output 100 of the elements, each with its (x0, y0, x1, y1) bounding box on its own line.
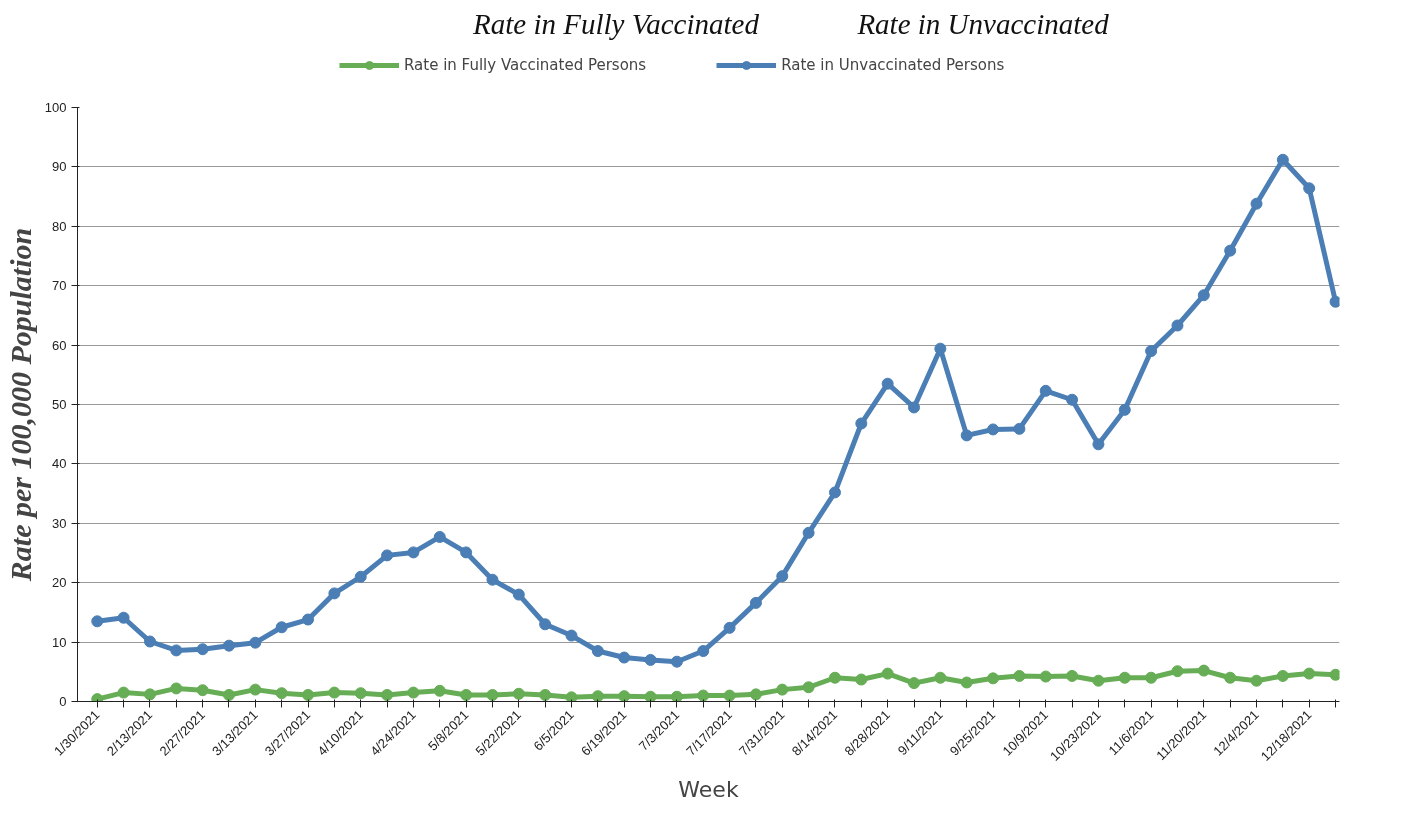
point (1224, 671, 1237, 684)
point (249, 636, 262, 649)
point (644, 653, 657, 666)
point (1197, 664, 1210, 677)
point (1013, 422, 1026, 435)
point (960, 676, 973, 689)
point (644, 690, 657, 702)
point (749, 596, 762, 609)
point (1171, 319, 1184, 332)
point (960, 429, 973, 442)
point (117, 686, 130, 699)
point (460, 688, 473, 701)
point (1276, 153, 1289, 166)
legend-label: Rate in Fully Vaccinated Persons (404, 56, 647, 74)
legend-label: Rate in Unvaccinated Persons (781, 56, 1005, 74)
point (749, 688, 762, 701)
point (881, 377, 894, 390)
point (987, 423, 1000, 436)
point (776, 570, 789, 583)
point (670, 690, 683, 702)
point (1303, 667, 1316, 680)
point (354, 570, 367, 583)
y-tick-label: 70 (52, 278, 67, 294)
point (908, 677, 920, 690)
point (486, 573, 499, 586)
point (802, 526, 815, 539)
point (460, 546, 473, 559)
y-tick-label: 50 (52, 397, 67, 412)
point (196, 643, 209, 656)
point (143, 688, 156, 701)
point (407, 546, 420, 559)
point (802, 681, 815, 694)
point (407, 686, 420, 699)
y-tick-label: 100 (44, 100, 67, 115)
point (697, 645, 710, 657)
point (1276, 669, 1289, 682)
point (1224, 244, 1237, 257)
point (565, 691, 578, 702)
point (117, 611, 130, 624)
point (1066, 393, 1079, 406)
point (1118, 403, 1131, 416)
point (565, 629, 578, 642)
point (1197, 289, 1210, 302)
point (855, 673, 868, 686)
y-tick-label: 40 (52, 456, 67, 472)
point (275, 687, 288, 700)
point (222, 688, 235, 701)
point (828, 671, 841, 684)
y-tick-label: 0 (59, 694, 67, 709)
point (539, 618, 552, 631)
point (275, 621, 288, 634)
point (1250, 674, 1263, 687)
point (433, 530, 446, 543)
point (618, 651, 631, 664)
y-tick-label: 90 (52, 159, 67, 175)
point (1171, 665, 1184, 678)
x-axis-title: Week (678, 777, 739, 803)
point (381, 549, 394, 562)
point (354, 687, 367, 700)
point (697, 689, 710, 702)
text: Rate in Unvaccinated (856, 7, 1110, 40)
point (539, 688, 552, 701)
point (670, 655, 683, 668)
point (723, 621, 736, 634)
point (328, 587, 341, 600)
point (855, 417, 868, 430)
y-tick-label: 20 (52, 575, 67, 591)
point (486, 688, 499, 701)
point (1145, 345, 1158, 358)
point (249, 683, 262, 696)
y-axis-title: Rate per 100,000 Population (3, 227, 37, 583)
point (1118, 671, 1131, 684)
point (934, 671, 947, 684)
point (1303, 182, 1316, 195)
y-tick-label: 60 (52, 337, 67, 353)
point (591, 690, 604, 702)
point (302, 688, 315, 701)
point (723, 689, 736, 702)
point (776, 683, 789, 696)
point (828, 486, 841, 499)
point (1039, 670, 1052, 683)
point (1039, 384, 1052, 397)
point (196, 684, 209, 697)
point (1329, 295, 1340, 308)
point (618, 690, 631, 702)
point (1145, 671, 1158, 684)
point (433, 684, 446, 697)
point (1250, 197, 1263, 210)
point (512, 687, 525, 700)
point (908, 401, 920, 414)
point (302, 613, 315, 626)
y-tick-label: 80 (52, 218, 67, 234)
point (1329, 668, 1340, 681)
y-tick-label: 10 (52, 634, 67, 650)
point (222, 639, 235, 652)
point (170, 644, 183, 657)
point (1013, 669, 1026, 682)
point (987, 672, 1000, 685)
point (1066, 669, 1079, 682)
point (381, 688, 394, 701)
